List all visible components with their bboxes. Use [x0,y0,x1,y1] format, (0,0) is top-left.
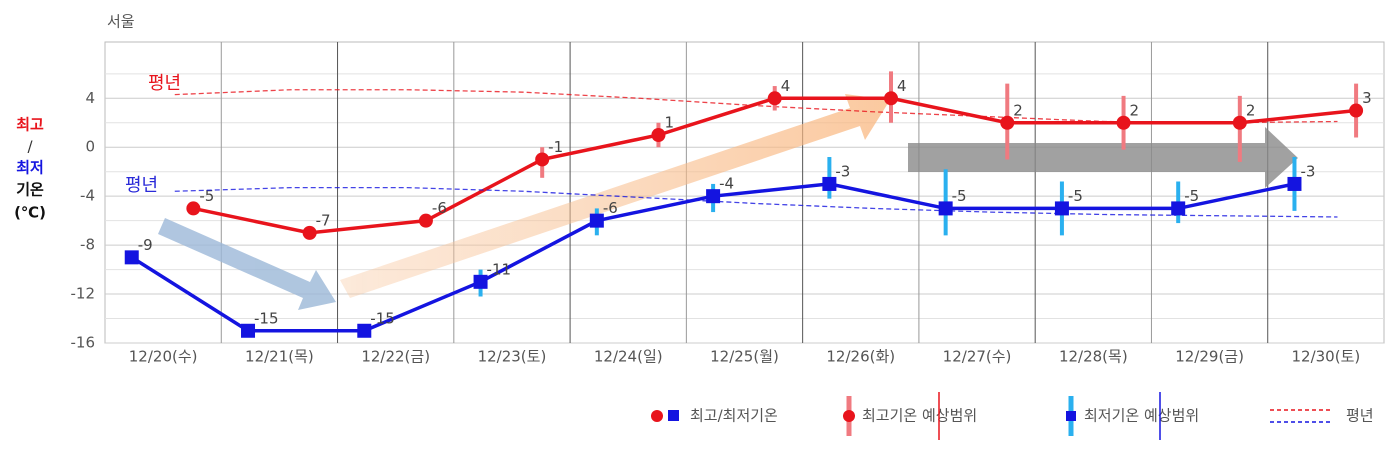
normal-label: 평년 [125,175,158,196]
y-tick-label: -8 [80,236,95,254]
arrow-flat [908,127,1298,188]
y-label: / [27,138,33,156]
data-label: 1 [664,113,674,131]
y-tick-label: -12 [71,285,96,303]
point [1116,115,1131,130]
data-label: -5 [199,187,214,205]
legend-symbol [843,410,855,422]
x-tick-label: 12/23(토) [478,348,547,366]
point [1349,103,1364,118]
legend-label: 최저기온 예상범위 [1084,407,1199,425]
point [124,250,139,265]
data-label: -7 [316,211,331,229]
point [241,323,256,338]
x-tick-label: 12/21(목) [245,348,314,366]
legend-label: 평년 [1346,407,1374,425]
x-tick-label: 12/24(일) [594,348,663,366]
point [1054,201,1069,216]
y-label: (℃) [14,204,46,222]
point [1171,201,1186,216]
x-tick-label: 12/29(금) [1175,348,1244,366]
x-tick-label: 12/22(금) [361,348,430,366]
legend-symbol [668,410,679,421]
legend-label: 최고/최저기온 [690,407,778,425]
point [1232,115,1247,130]
y-tick-label: 4 [85,89,95,107]
legend: 최고/최저기온 최고기온 예상범위 최저기온 예상범위 평년 [651,392,1374,440]
point [1000,115,1015,130]
data-label: -15 [370,309,395,327]
point [473,274,488,289]
point [767,91,782,106]
point [706,189,721,204]
data-label: -9 [138,236,153,254]
y-tick-label: 0 [85,138,95,156]
y-label: 최고 [16,116,44,134]
x-tick-label: 12/25(월) [710,348,779,366]
x-tick-label: 12/26(화) [826,348,895,366]
data-label: -11 [487,260,512,278]
x-tick-label: 12/28(목) [1059,348,1128,366]
data-label: -15 [254,309,278,327]
point [535,152,550,167]
data-label: 4 [897,77,907,95]
data-label: -6 [432,199,447,217]
legend-symbol [1066,411,1076,421]
data-label: 2 [1246,101,1256,119]
y-tick-label: -4 [80,187,95,205]
data-label: -4 [719,175,734,193]
point [651,127,666,142]
y-label: 기온 [16,181,44,199]
normal-label: 평년 [148,73,181,94]
y-tick-label: -16 [71,334,96,352]
legend-label: 최고기온 예상범위 [862,407,977,425]
data-label: -5 [952,187,967,205]
point [884,91,899,106]
point [1287,176,1302,191]
data-label: 2 [1130,101,1140,119]
point [302,225,317,240]
normal-line [174,186,1338,218]
data-label: 2 [1013,101,1023,119]
data-label: 4 [781,77,791,95]
data-label: 3 [1362,89,1372,107]
point [822,176,837,191]
point [186,201,201,216]
arrow-down [158,218,336,310]
point [589,213,604,228]
y-label: 최저 [16,159,44,177]
point [938,201,953,216]
data-label: -3 [1300,162,1315,180]
data-label: -3 [835,162,850,180]
point [418,213,433,228]
legend-symbol [651,410,663,422]
data-label: -1 [548,138,563,156]
chart-title: 서울 [107,13,135,31]
data-label: -6 [603,199,618,217]
point [357,323,372,338]
data-label: -5 [1068,187,1083,205]
x-tick-label: 12/30(토) [1291,348,1360,366]
x-tick-label: 12/27(수) [943,348,1012,366]
data-label: -5 [1184,187,1199,205]
x-tick-label: 12/20(수) [129,348,198,366]
